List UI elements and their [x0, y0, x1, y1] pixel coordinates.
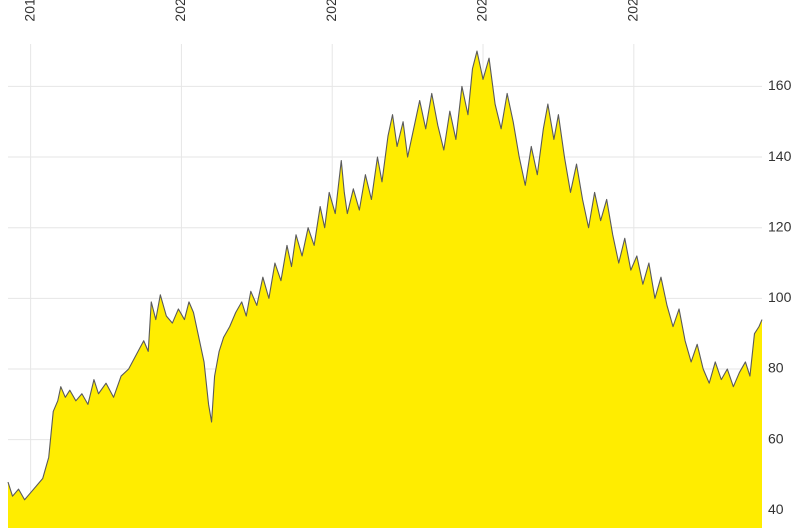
x-tick-label: 2022 — [474, 0, 490, 22]
y-tick-label: 40 — [768, 501, 784, 517]
y-tick-label: 160 — [768, 77, 792, 93]
y-tick-label: 100 — [768, 289, 792, 305]
y-tick-label: 140 — [768, 148, 792, 164]
x-tick-label: 2023 — [625, 0, 641, 22]
y-tick-label: 60 — [768, 430, 784, 446]
chart-svg: 40 60 80 100 120 140 160 2019 2020 2021 2022 2023 — [0, 0, 800, 532]
y-tick-label: 120 — [768, 218, 792, 234]
y-tick-label: 80 — [768, 360, 784, 376]
x-tick-label: 2021 — [323, 0, 339, 22]
area-chart: 40 60 80 100 120 140 160 2019 2020 2021 2022 2023 — [0, 0, 800, 532]
x-tick-label: 2019 — [21, 0, 37, 22]
x-tick-label: 2020 — [172, 0, 188, 22]
